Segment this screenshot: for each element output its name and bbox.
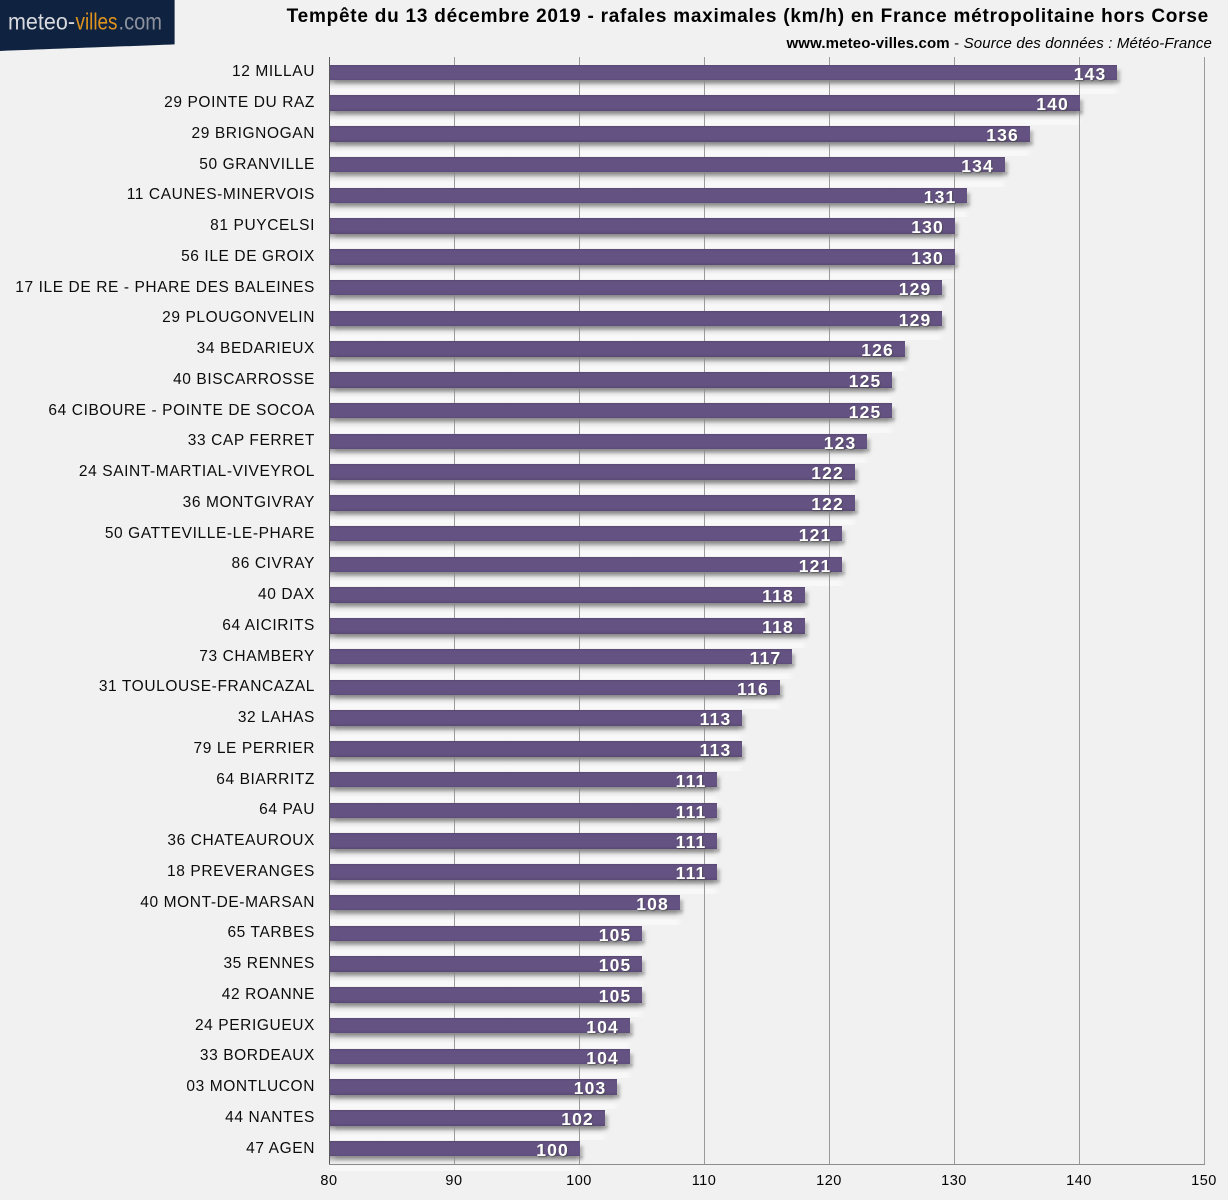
svg-text:meteo-villes.com: meteo-villes.com: [8, 9, 162, 35]
